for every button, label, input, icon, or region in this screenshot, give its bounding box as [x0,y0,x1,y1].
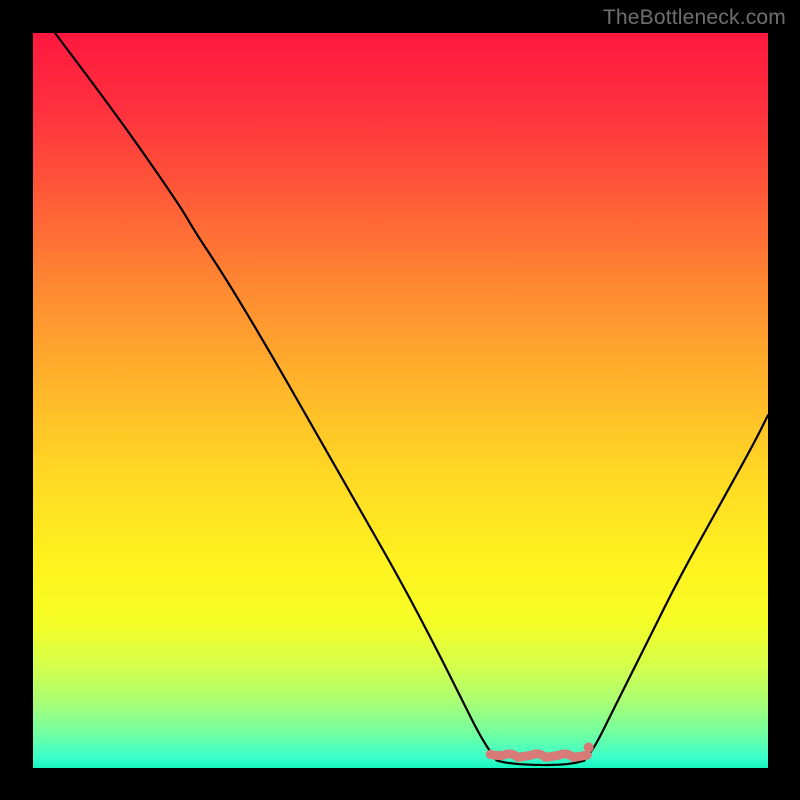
chart-container: TheBottleneck.com [0,0,800,800]
watermark-text: TheBottleneck.com [603,6,786,30]
gradient-background [33,33,768,768]
plot-area [33,33,768,768]
bottleneck-chart-svg [33,33,768,768]
valley-marker [490,754,587,757]
valley-end-dot [584,742,594,752]
